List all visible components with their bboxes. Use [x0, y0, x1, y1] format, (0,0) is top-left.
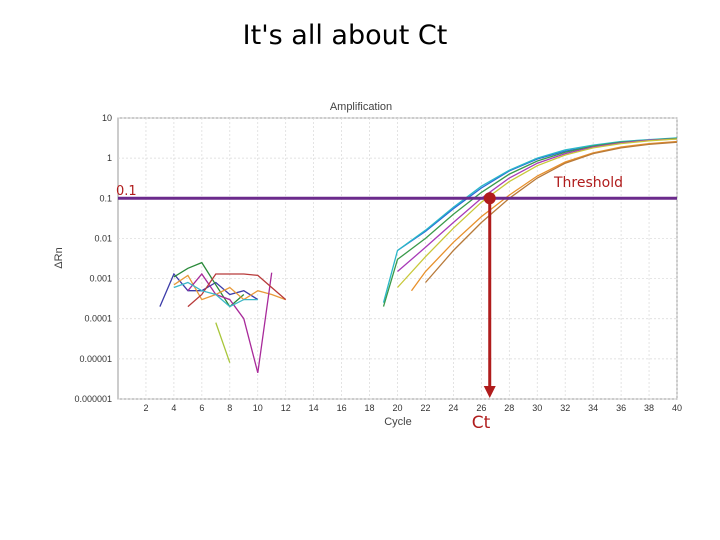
- amplification-series-14: [425, 141, 678, 283]
- amplification-series-7: [173, 281, 258, 308]
- x-tick-label: 2: [143, 403, 148, 413]
- ct-label: Ct: [472, 413, 491, 433]
- x-tick-label: 28: [504, 403, 514, 413]
- y-tick-label: 0.01: [94, 233, 112, 243]
- ct-marker-group: [483, 192, 496, 398]
- x-tick-label: 34: [588, 403, 598, 413]
- amplification-series-11: [397, 138, 678, 272]
- x-tick-label: 20: [392, 403, 402, 413]
- x-tick-label: 6: [199, 403, 204, 413]
- x-tick-label: 8: [227, 403, 232, 413]
- x-tick-label: 26: [476, 403, 486, 413]
- y-tick-label: 0.00001: [79, 354, 112, 364]
- chart-title: Amplification: [330, 101, 392, 113]
- amplification-series-13: [410, 140, 678, 292]
- x-tick-label: 36: [616, 403, 626, 413]
- y-axis-label: ΔRn: [53, 247, 65, 268]
- amplification-series-6: [215, 322, 231, 363]
- amplification-series-3: [173, 274, 286, 301]
- y-tick-label: 0.001: [89, 274, 112, 284]
- y-tick-label: 0.0001: [84, 314, 112, 324]
- x-tick-labels: 2 4 6 8 10 12 14 16 18 20 22 24 26 28 30 32 34 36 38 40: [143, 403, 682, 413]
- y-tick-label: 1: [107, 153, 112, 163]
- amplification-series-1: [159, 272, 259, 307]
- y-tick-labels: 10 1 0.1 0.01 0.001 0.0001 0.00001 0.000001: [74, 113, 112, 404]
- ct-point: [483, 192, 496, 205]
- ct-arrowhead: [483, 386, 496, 398]
- x-tick-label: 40: [672, 403, 682, 413]
- x-tick-label: 16: [337, 403, 347, 413]
- amplification-series-4: [187, 272, 273, 373]
- y-tick-label: 10: [102, 113, 112, 123]
- x-tick-label: 24: [448, 403, 458, 413]
- x-tick-label: 4: [171, 403, 176, 413]
- x-tick-label: 32: [560, 403, 570, 413]
- threshold-label: Threshold: [553, 175, 623, 191]
- amplification-series-2: [173, 261, 245, 308]
- x-tick-label: 30: [532, 403, 542, 413]
- threshold-value-label: 0.1: [116, 184, 137, 199]
- x-tick-label: 22: [420, 403, 430, 413]
- x-axis-label: Cycle: [384, 416, 412, 428]
- x-tick-label: 12: [281, 403, 291, 413]
- page-title: It's all about Ct: [242, 20, 448, 51]
- series-group: [159, 137, 678, 373]
- amplification-series-9: [382, 137, 678, 303]
- x-tick-label: 38: [644, 403, 654, 413]
- x-tick-label: 18: [365, 403, 375, 413]
- x-tick-label: 10: [253, 403, 263, 413]
- y-tick-label: 0.000001: [74, 394, 112, 404]
- x-tick-label: 14: [309, 403, 319, 413]
- y-tick-label: 0.1: [99, 193, 112, 203]
- amplification-series-12: [397, 138, 678, 288]
